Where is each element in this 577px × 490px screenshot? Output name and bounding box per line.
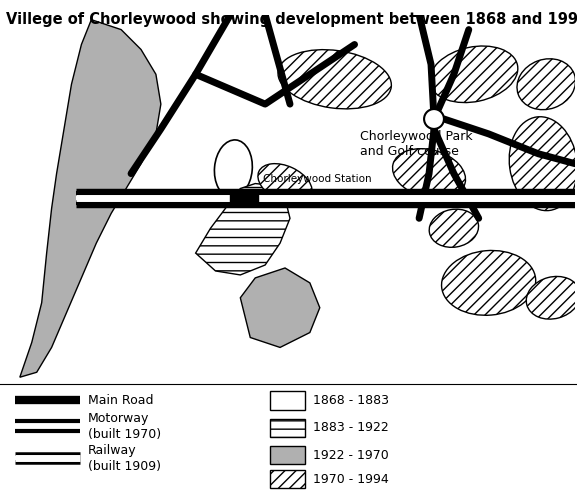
Ellipse shape — [430, 46, 518, 102]
Polygon shape — [20, 20, 161, 377]
Text: Villege of Chorleywood showing development between 1868 and 1994: Villege of Chorleywood showing developme… — [6, 12, 577, 27]
Text: 1883 - 1922: 1883 - 1922 — [313, 421, 389, 434]
Text: 1868 - 1883: 1868 - 1883 — [313, 394, 389, 407]
Text: Chorleywood Park
and Golf course: Chorleywood Park and Golf course — [359, 130, 472, 158]
Ellipse shape — [526, 276, 577, 319]
Ellipse shape — [509, 117, 577, 211]
Ellipse shape — [258, 164, 312, 203]
Text: Railway
(built 1909): Railway (built 1909) — [88, 443, 161, 472]
Circle shape — [424, 109, 444, 129]
Text: 1922 - 1970: 1922 - 1970 — [313, 449, 389, 462]
Bar — [230, 191, 258, 206]
Polygon shape — [241, 268, 320, 347]
Bar — [270, 392, 305, 410]
Ellipse shape — [278, 49, 391, 109]
Bar — [270, 419, 305, 437]
Text: Chorleywood Station: Chorleywood Station — [263, 173, 372, 184]
Bar — [270, 446, 305, 465]
Text: Motorway
(built 1970): Motorway (built 1970) — [88, 412, 161, 441]
Ellipse shape — [215, 140, 252, 197]
Bar — [270, 470, 305, 488]
Ellipse shape — [517, 59, 575, 110]
Polygon shape — [196, 184, 290, 275]
Ellipse shape — [429, 209, 478, 247]
Text: Main Road: Main Road — [88, 394, 153, 407]
Ellipse shape — [392, 148, 466, 198]
Text: 1970 - 1994: 1970 - 1994 — [313, 472, 389, 486]
Ellipse shape — [441, 250, 535, 315]
